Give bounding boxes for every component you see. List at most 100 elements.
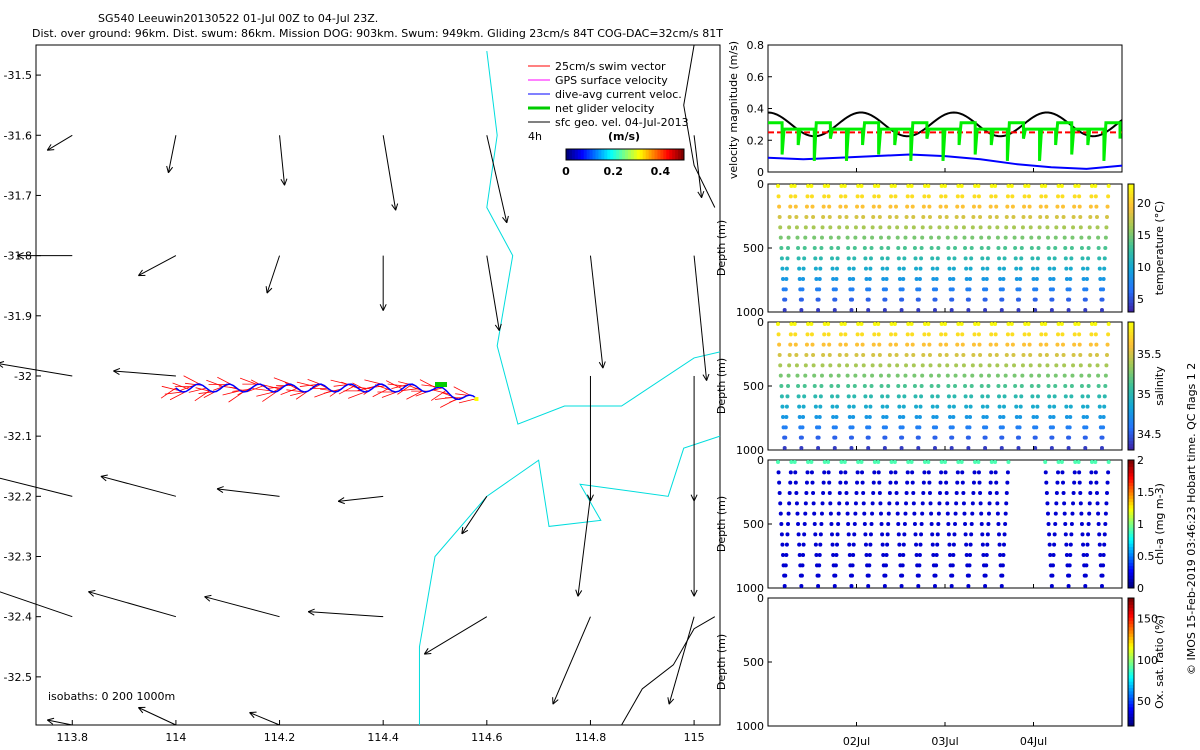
colorbar-cell: [1128, 357, 1134, 361]
profile-point: [1028, 215, 1033, 219]
colorbar-cell: [1128, 296, 1134, 300]
profile-point: [803, 235, 808, 240]
profile-point: [892, 322, 897, 326]
colorbar-cell: [1128, 446, 1134, 451]
profile-point: [1062, 511, 1067, 516]
profile-point: [1031, 415, 1036, 419]
geo-vector: [461, 496, 488, 535]
profile-point: [897, 404, 902, 409]
profile-point: [1035, 394, 1040, 399]
profile-point: [914, 266, 919, 271]
profile-point: [936, 246, 941, 250]
profile-point: [1063, 522, 1068, 526]
profile-point: [1017, 435, 1022, 440]
profile-point: [867, 563, 872, 568]
profile-point: [993, 322, 998, 326]
profile-point: [1104, 225, 1109, 230]
profile-point: [883, 287, 888, 292]
profile-point: [812, 384, 817, 388]
swim-vector: [338, 385, 356, 395]
profile-point: [866, 584, 871, 588]
colorbar-cell: [1128, 212, 1134, 217]
swim-vector: [256, 391, 274, 397]
depth-ylabel: Depth (m): [715, 634, 728, 690]
profile-point: [922, 322, 927, 326]
profile-point: [845, 501, 850, 506]
profile-point: [993, 184, 998, 188]
profile-point: [1020, 363, 1025, 368]
profile-point: [996, 532, 1001, 537]
profile-point: [835, 542, 840, 547]
profile-point: [784, 404, 789, 409]
profile-point: [817, 563, 822, 568]
profile-point: [918, 404, 923, 409]
profile-point: [1022, 342, 1027, 347]
profile-point: [1072, 204, 1077, 209]
profile-point: [1077, 194, 1082, 199]
colorbar-cell: [571, 149, 576, 160]
colorbar-cell: [589, 149, 594, 160]
colorbar-frame: [1127, 597, 1135, 727]
profile-point: [1027, 194, 1032, 199]
profile-point: [879, 384, 884, 388]
profile-point: [1083, 297, 1088, 302]
profile-point: [829, 532, 834, 537]
profile-point: [1098, 277, 1103, 281]
profile-point: [945, 235, 950, 240]
profile-point: [929, 384, 934, 388]
profile-point: [821, 215, 826, 219]
profile-point: [1062, 501, 1067, 506]
profile-point: [1078, 225, 1083, 230]
profile-point: [962, 235, 967, 240]
profile-point: [829, 394, 834, 399]
profile-point: [817, 415, 822, 419]
profile-point: [1019, 256, 1024, 261]
profile-point: [893, 332, 898, 337]
profile-point: [926, 322, 931, 326]
geo-vector: [216, 488, 280, 497]
geo-vector-head: [100, 475, 107, 482]
profile-point: [1103, 373, 1108, 378]
profile-point: [787, 215, 792, 219]
profile-point: [870, 511, 875, 516]
profile-point: [969, 532, 974, 537]
profile-point: [812, 246, 817, 250]
profile-point: [831, 277, 836, 281]
geo-vector-head: [307, 611, 315, 616]
profile-point: [897, 553, 902, 557]
profile-point: [966, 584, 971, 588]
profile-point: [860, 470, 865, 475]
profile-point: [970, 363, 975, 368]
profile-point: [920, 511, 925, 516]
colorbar-cell: [1128, 302, 1134, 307]
profile-point: [968, 542, 973, 547]
profile-point: [1087, 235, 1092, 240]
profile-point: [939, 470, 944, 475]
colorbar-cell: [681, 149, 685, 160]
profile-point: [814, 553, 819, 557]
swim-vector: [266, 386, 285, 389]
profile-point: [921, 491, 926, 495]
profile-point: [856, 322, 861, 326]
map-panel: 113.8 114 114.2 114.4 114.6 114.8 115-31.5-31.…: [0, 44, 721, 744]
profile-point: [776, 184, 780, 188]
profile-point: [1045, 225, 1050, 230]
profile-point: [964, 553, 969, 557]
y-tick-label: -32.3: [4, 551, 32, 564]
profile-point: [861, 501, 866, 506]
colorbar-cell: [666, 149, 670, 160]
profile-point: [1020, 373, 1025, 378]
colorbar-cell: [633, 149, 638, 160]
colorbar-cell: [1128, 655, 1134, 660]
profile-point: [833, 287, 838, 292]
profile-point: [1088, 204, 1093, 209]
profile-point: [1004, 353, 1009, 357]
profile-point: [932, 308, 937, 312]
profile-point: [786, 384, 791, 388]
colorbar-cell: [1128, 325, 1134, 329]
profile-point: [781, 277, 786, 281]
profile-point: [904, 363, 909, 368]
swim-vector: [222, 390, 241, 396]
colorbar-cell: [1128, 251, 1134, 255]
colorbar-cell: [1128, 658, 1134, 663]
